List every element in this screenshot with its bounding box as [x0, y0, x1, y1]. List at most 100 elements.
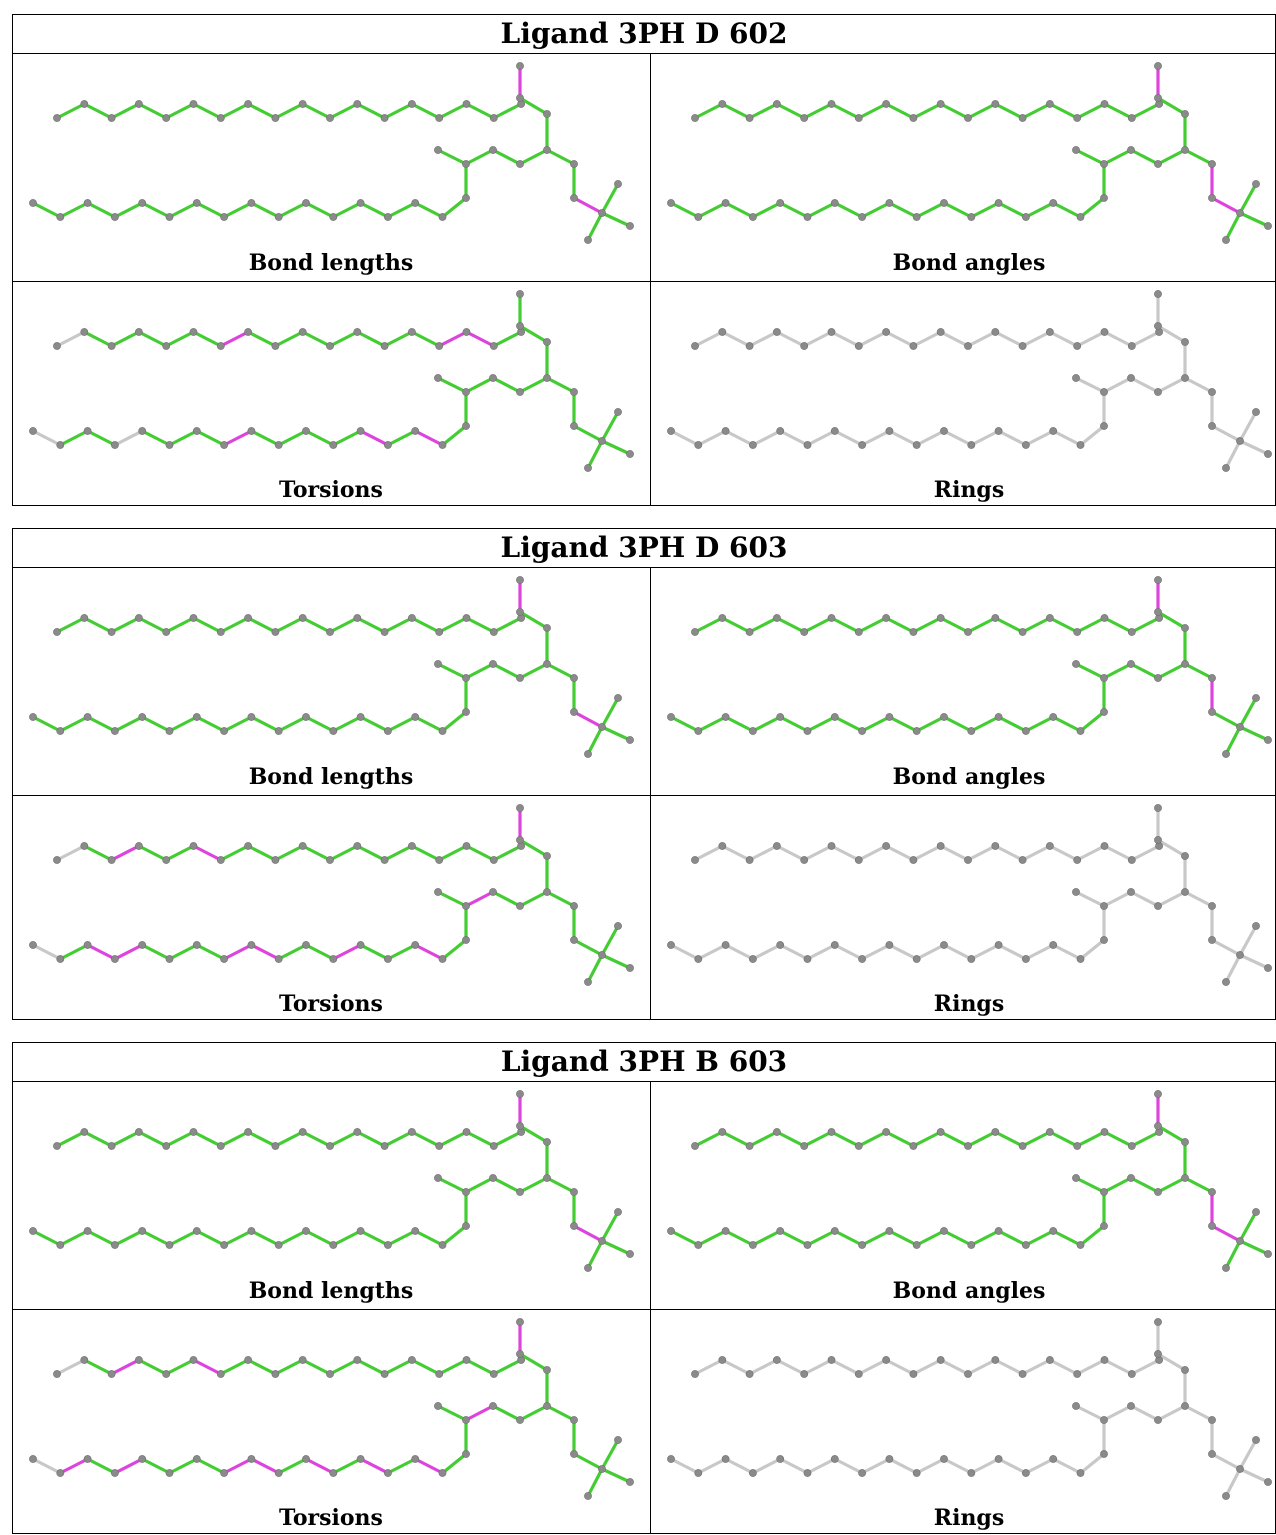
atom-22	[516, 1416, 523, 1423]
atom-5	[828, 1128, 835, 1135]
bond-37-38	[780, 1459, 807, 1473]
bond-29-31	[1240, 955, 1268, 968]
atom-44	[968, 213, 975, 220]
atom-13	[408, 328, 415, 335]
bond-0-1	[695, 846, 722, 860]
atom-4	[163, 114, 170, 121]
atom-11	[354, 328, 361, 335]
atom-14	[436, 114, 443, 121]
atom-41	[886, 427, 893, 434]
bond-14-15	[1077, 1132, 1104, 1146]
bond-7-8	[248, 618, 275, 632]
atom-1	[81, 614, 88, 621]
atom-40	[859, 727, 866, 734]
atom-42	[275, 441, 282, 448]
atom-26	[462, 1450, 469, 1457]
bond-23-24	[1104, 892, 1131, 906]
atom-9	[299, 100, 306, 107]
atom-0	[691, 856, 698, 863]
bond-0-1	[695, 332, 722, 346]
atom-0	[691, 1142, 698, 1149]
atom-30	[614, 1208, 621, 1215]
atom-28	[570, 936, 577, 943]
atom-5	[190, 1128, 197, 1135]
atom-36	[749, 727, 756, 734]
molecule-diagram	[651, 1082, 1276, 1275]
bond-6-7	[221, 1360, 248, 1374]
atom-6	[217, 114, 224, 121]
bond-22-23	[1131, 150, 1158, 164]
atom-37	[777, 713, 784, 720]
bond-37-38	[142, 431, 169, 445]
atom-35	[84, 1227, 91, 1234]
atom-41	[248, 713, 255, 720]
bond-42-43	[279, 203, 306, 217]
bond-44-45	[971, 431, 998, 445]
bond-2-3	[112, 1132, 139, 1146]
atom-43	[940, 1455, 947, 1462]
bond-5-6	[194, 1360, 221, 1374]
atom-31	[1264, 964, 1271, 971]
atom-27	[1208, 902, 1215, 909]
cell-label: Torsions	[13, 477, 649, 503]
bond-39-40	[835, 717, 862, 731]
bond-47-48	[415, 717, 442, 731]
atom-28	[570, 422, 577, 429]
atom-26	[462, 708, 469, 715]
bond-22-23	[493, 378, 520, 392]
bond-47-48	[1053, 431, 1080, 445]
bond-12-13	[385, 332, 412, 346]
atom-28	[570, 194, 577, 201]
bond-9-10	[303, 1132, 330, 1146]
atom-27	[570, 902, 577, 909]
bond-34-35	[698, 431, 725, 445]
bond-3-4	[777, 1360, 804, 1374]
bond-21-27	[547, 1178, 574, 1192]
atom-45	[357, 427, 364, 434]
atom-36	[749, 955, 756, 962]
bond-15-16	[467, 1360, 494, 1374]
atom-0	[53, 628, 60, 635]
bond-11-12	[357, 618, 384, 632]
bond-5-6	[194, 1132, 221, 1146]
atom-27	[1208, 160, 1215, 167]
atom-26	[462, 936, 469, 943]
bond-29-31	[1240, 1469, 1268, 1482]
atom-34	[695, 1469, 702, 1476]
bond-21-22	[1158, 892, 1185, 906]
bond-29-30	[1240, 1440, 1256, 1469]
bond-40-41	[224, 203, 251, 217]
bond-8-9	[275, 332, 302, 346]
bond-1-2	[722, 332, 749, 346]
atom-38	[804, 1469, 811, 1476]
atom-20	[1181, 1366, 1188, 1373]
atom-32	[1222, 1264, 1229, 1271]
atom-21	[1181, 146, 1188, 153]
bond-29-31	[1240, 213, 1268, 226]
atom-31	[626, 1478, 633, 1485]
bond-9-10	[303, 1360, 330, 1374]
atom-2	[746, 1142, 753, 1149]
bond-34-35	[60, 431, 87, 445]
atom-47	[1050, 713, 1057, 720]
atom-8	[272, 856, 279, 863]
bond-33-34	[33, 945, 60, 959]
atom-46	[384, 1469, 391, 1476]
bond-43-44	[944, 717, 971, 731]
atom-32	[1222, 236, 1229, 243]
atom-11	[992, 1356, 999, 1363]
atom-14	[1074, 1370, 1081, 1377]
atom-48	[439, 441, 446, 448]
atom-33	[29, 1455, 36, 1462]
bond-24-25	[1076, 378, 1104, 392]
bond-0-1	[57, 846, 84, 860]
atom-36	[749, 213, 756, 220]
bond-13-14	[412, 1132, 439, 1146]
bond-16-17	[1132, 332, 1159, 346]
atom-44	[968, 441, 975, 448]
bond-2-3	[750, 332, 777, 346]
atom-48	[1077, 955, 1084, 962]
atom-45	[357, 199, 364, 206]
atom-7	[245, 614, 252, 621]
bond-43-44	[944, 945, 971, 959]
